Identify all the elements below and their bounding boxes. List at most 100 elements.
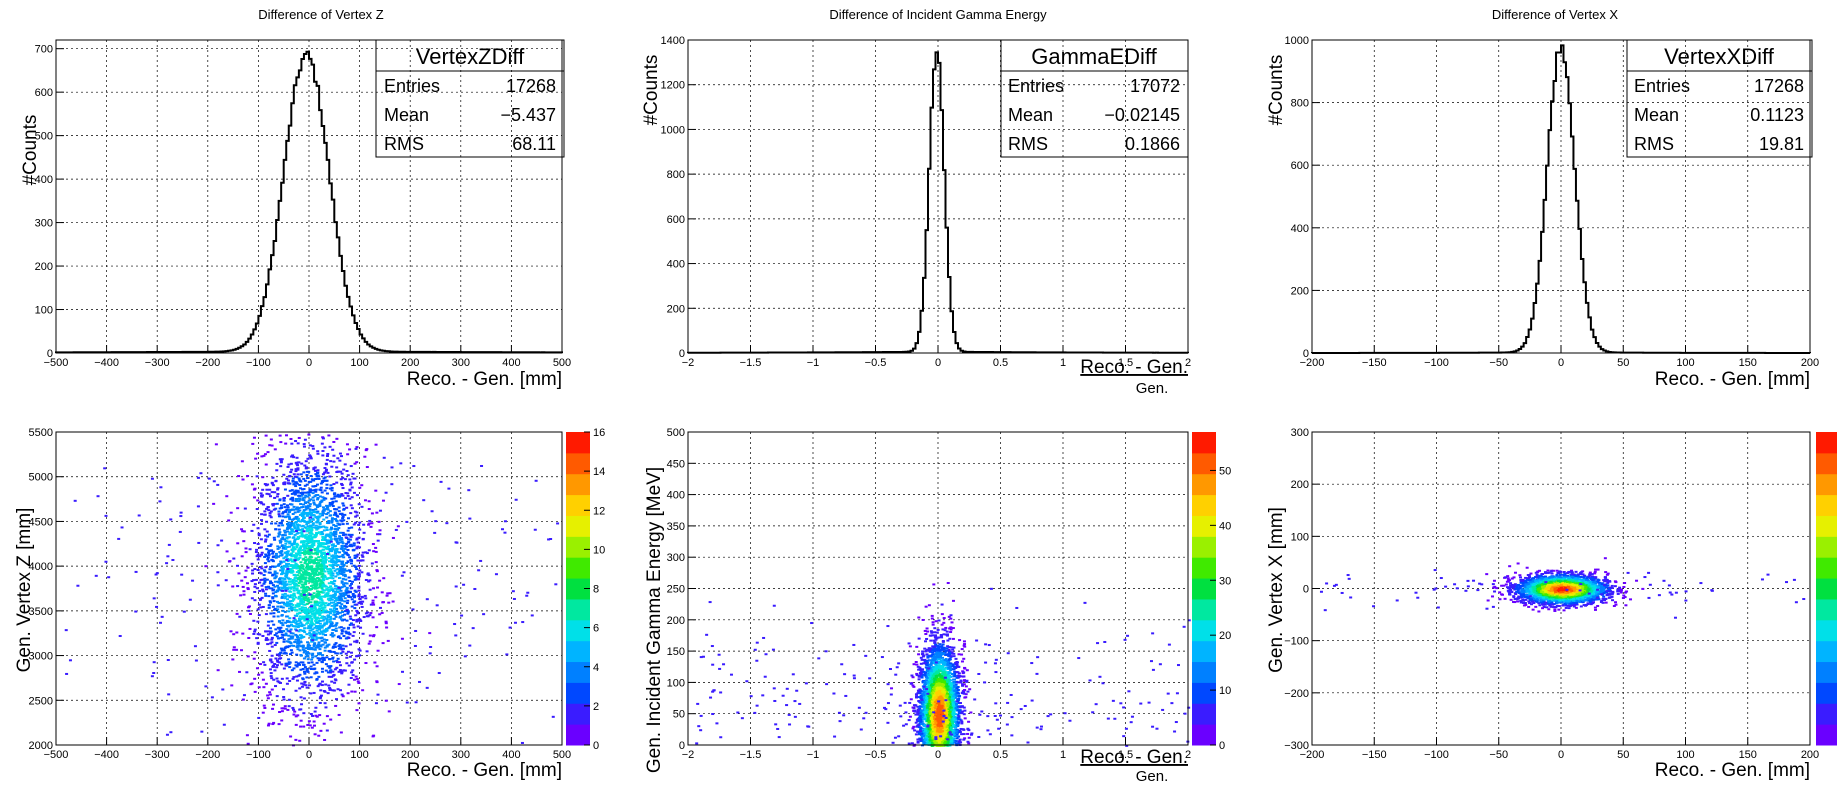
heatmap-cell [317, 734, 321, 737]
heatmap-cell [214, 443, 218, 446]
heatmap-cell [270, 522, 274, 525]
heatmap-cell [294, 621, 298, 624]
heatmap-cell [344, 589, 348, 592]
heatmap-cell [951, 682, 955, 685]
plot-2: −200 −150 −100 −50 0 50 100 150 2000200400600800… [1285, 35, 1820, 369]
heatmap-cell [290, 580, 294, 583]
heatmap-cell [343, 585, 347, 588]
heatmap-cell [263, 510, 267, 513]
heatmap-cell [362, 531, 366, 534]
heatmap-cell [314, 646, 318, 649]
heatmap-cell [335, 495, 339, 498]
heatmap-cell [468, 644, 472, 647]
heatmap-cell [275, 469, 279, 472]
heatmap-cell [933, 650, 937, 653]
heatmap-cell [463, 655, 467, 658]
heatmap-cell [284, 580, 288, 583]
colorbar-segment [566, 619, 590, 642]
heatmap-cell [314, 516, 318, 519]
heatmap-cell [345, 656, 349, 659]
heatmap-cell [400, 637, 404, 640]
heatmap-cell [297, 549, 301, 552]
heatmap-cell [302, 509, 306, 512]
x-tick-label: 200 [401, 357, 419, 369]
heatmap-cell [305, 586, 309, 589]
heatmap-cell [356, 680, 360, 683]
heatmap-cell [957, 672, 961, 675]
heatmap-cell [337, 555, 341, 558]
heatmap-cell [361, 600, 365, 603]
heatmap-cell [293, 618, 297, 621]
heatmap-cell [914, 696, 918, 699]
heatmap-cell [341, 610, 345, 613]
heatmap-cell [310, 658, 314, 661]
heatmap-cell [294, 596, 298, 599]
x-tick-label: 0 [306, 357, 312, 369]
heatmap-cell [295, 589, 299, 592]
heatmap-cell [261, 605, 265, 608]
heatmap-cell [952, 678, 956, 681]
heatmap-cell [264, 592, 268, 595]
heatmap-cell [343, 669, 347, 672]
heatmap-cell [286, 540, 290, 543]
heatmap-cell [313, 535, 317, 538]
heatmap-cell [342, 507, 346, 510]
heatmap-cell [276, 547, 280, 550]
heatmap-cell [295, 530, 299, 533]
heatmap-cell [337, 560, 341, 563]
heatmap-cell [355, 446, 359, 449]
heatmap-cell [323, 570, 327, 573]
heatmap-cell [281, 589, 285, 592]
heatmap-cell [353, 640, 357, 643]
heatmap-cell [321, 449, 325, 452]
heatmap-cell [321, 536, 325, 539]
heatmap-cell [296, 468, 300, 471]
heatmap-cell [299, 719, 303, 722]
heatmap-cell [316, 685, 320, 688]
heatmap-cell [345, 637, 349, 640]
heatmap-cell [300, 532, 304, 535]
heatmap-cell [363, 455, 367, 458]
heatmap-cell [266, 697, 270, 700]
heatmap-cell [333, 535, 337, 538]
heatmap-cell [357, 585, 361, 588]
heatmap-cell [296, 532, 300, 535]
heatmap-cell [371, 616, 375, 619]
heatmap-cell [322, 615, 326, 618]
heatmap-cell [359, 626, 363, 629]
heatmap-cell [240, 649, 244, 652]
heatmap-cell [351, 634, 355, 637]
heatmap-cell [477, 569, 481, 572]
heatmap-cell [357, 586, 361, 589]
heatmap-cell [284, 583, 288, 586]
heatmap-cell [268, 658, 272, 661]
x-axis-label: Reco. - Gen. [1080, 357, 1188, 378]
heatmap-cell [290, 606, 294, 609]
heatmap-cell [313, 586, 317, 589]
heatmap-cell [335, 596, 339, 599]
heatmap-cell [949, 665, 953, 668]
heatmap-cell [312, 668, 316, 671]
heatmap-cell [386, 592, 390, 595]
heatmap-cell [300, 462, 304, 465]
heatmap-cell [292, 581, 296, 584]
heatmap-cell [271, 605, 275, 608]
heatmap-cell [311, 610, 315, 613]
heatmap-cell [334, 629, 338, 632]
heatmap-cell [284, 602, 288, 605]
heatmap-cell [949, 669, 953, 672]
heatmap-cell [279, 540, 283, 543]
heatmap-cell [300, 514, 304, 517]
heatmap-cell [282, 707, 286, 710]
heatmap-cell [244, 547, 248, 550]
heatmap-cell [319, 637, 323, 640]
heatmap-cell [340, 603, 344, 606]
heatmap-cell [342, 564, 346, 567]
heatmap-cell [311, 508, 315, 511]
heatmap-cell [292, 491, 296, 494]
heatmap-cell [341, 515, 345, 518]
heatmap-cell [951, 686, 955, 689]
heatmap-cell [290, 555, 294, 558]
heatmap-cell [314, 562, 318, 565]
heatmap-cell [350, 671, 354, 674]
